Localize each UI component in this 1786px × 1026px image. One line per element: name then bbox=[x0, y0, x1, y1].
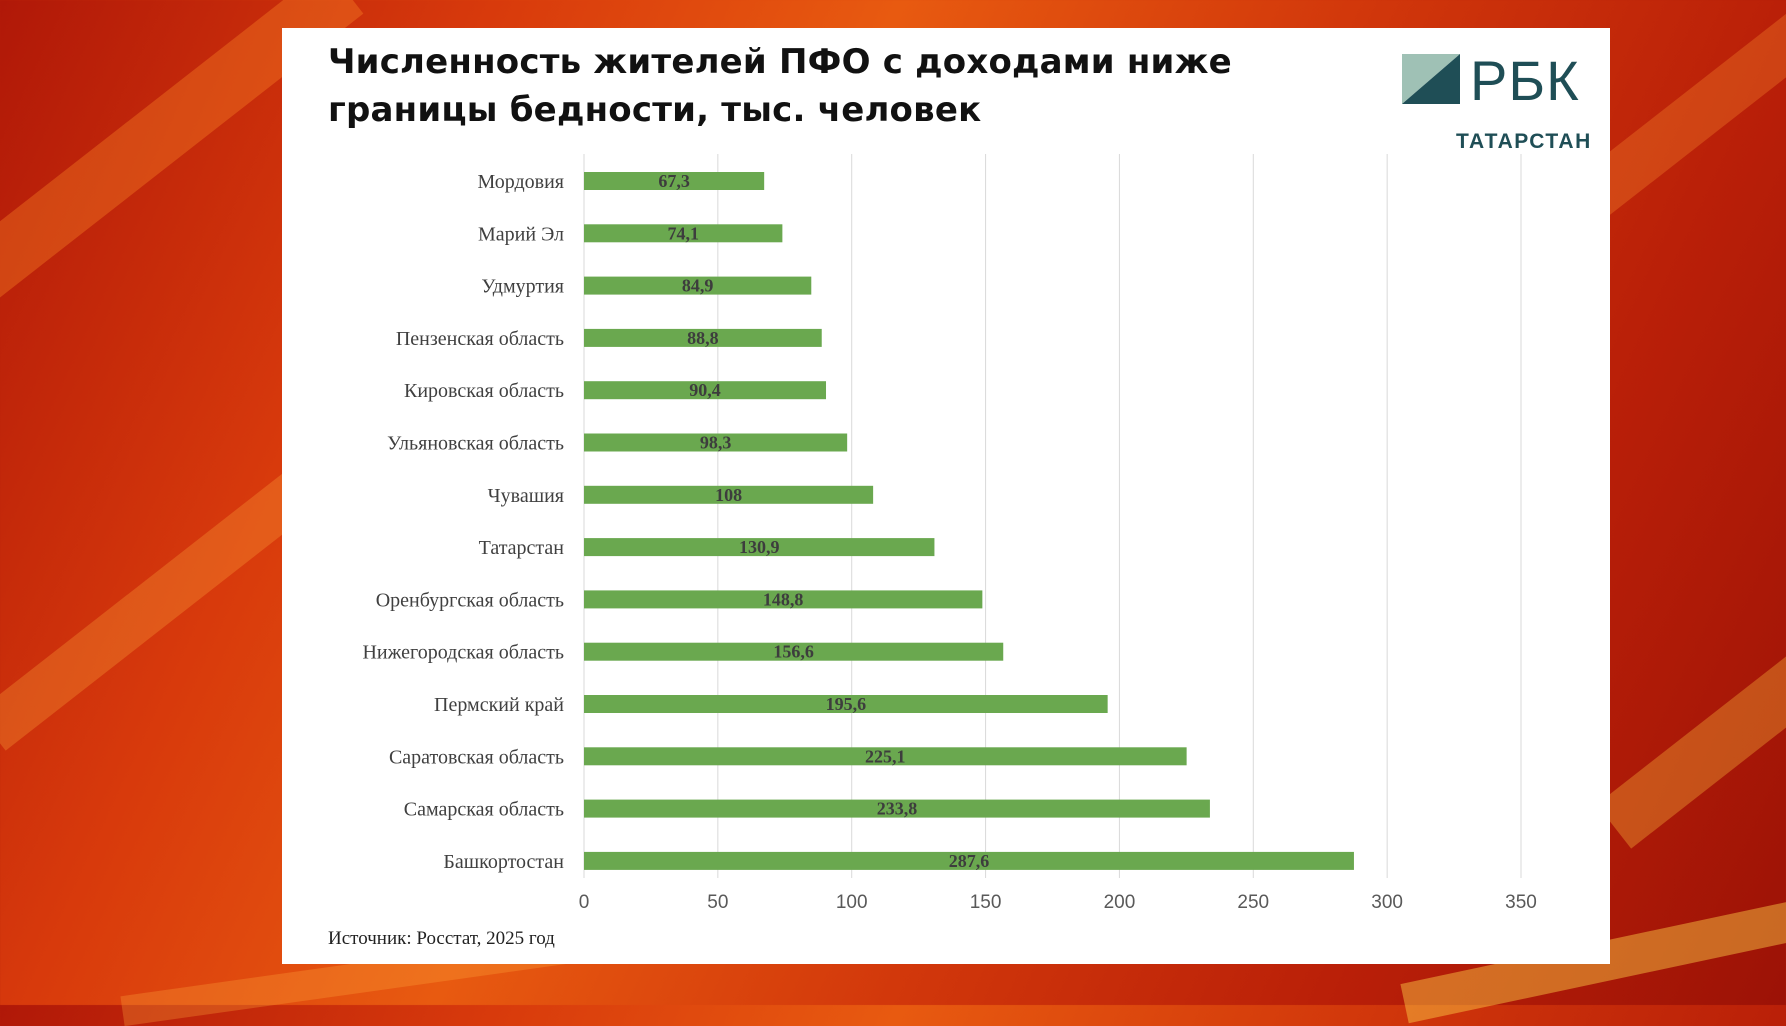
category-label: Самарская область bbox=[404, 799, 564, 821]
bar bbox=[584, 799, 1210, 818]
x-tick-label: 50 bbox=[707, 892, 728, 913]
value-label: 98,3 bbox=[700, 433, 732, 453]
bar bbox=[584, 172, 765, 190]
category-label: Татарстан bbox=[479, 537, 565, 559]
bar bbox=[584, 381, 827, 400]
category-label: Нижегородская область bbox=[362, 642, 564, 664]
category-label: Удмуртия bbox=[481, 276, 564, 298]
brand-name: РБК bbox=[1470, 49, 1580, 112]
brand-region: ТАТАРСТАН bbox=[1456, 130, 1592, 153]
x-tick-label: 0 bbox=[579, 892, 590, 913]
background-stripe bbox=[1596, 607, 1786, 849]
category-label: Пензенская область bbox=[396, 328, 564, 350]
category-label: Башкортостан bbox=[443, 851, 564, 873]
source-note: Источник: Росстат, 2025 год bbox=[328, 928, 555, 949]
chart-title: Численность жителей ПФО с доходами ниже … bbox=[328, 42, 1232, 130]
bar-chart: 0 50 100 150 200 250 300 350 Мордовия 67,3 Марий Э… bbox=[362, 154, 1537, 913]
bar bbox=[584, 276, 812, 295]
value-label: 90,4 bbox=[689, 380, 721, 400]
bar bbox=[584, 642, 1004, 661]
x-tick-label: 150 bbox=[970, 892, 1002, 913]
value-label: 148,8 bbox=[763, 589, 804, 609]
bar bbox=[584, 328, 822, 347]
category-label: Оренбургская область bbox=[376, 589, 564, 611]
category-label: Пермский край bbox=[434, 694, 564, 716]
value-label: 225,1 bbox=[865, 746, 906, 766]
bar bbox=[584, 224, 783, 243]
category-label: Марий Эл bbox=[478, 223, 564, 245]
bar bbox=[584, 851, 1354, 870]
bar bbox=[584, 590, 983, 609]
value-label: 156,6 bbox=[773, 642, 814, 662]
value-label: 74,1 bbox=[667, 223, 699, 243]
bar bbox=[584, 433, 848, 452]
value-label: 88,8 bbox=[687, 328, 719, 348]
value-label: 195,6 bbox=[826, 694, 867, 714]
chart-card: Численность жителей ПФО с доходами ниже … bbox=[282, 28, 1610, 964]
rbc-logo-icon bbox=[1402, 54, 1460, 104]
x-tick-label: 200 bbox=[1104, 892, 1136, 913]
rbc-logo: РБК ТАТАРСТАН bbox=[1402, 49, 1602, 164]
value-label: 233,8 bbox=[877, 799, 918, 819]
x-tick-label: 350 bbox=[1505, 892, 1537, 913]
category-label: Ульяновская область bbox=[387, 433, 564, 455]
value-label: 130,9 bbox=[739, 537, 780, 557]
value-label: 108 bbox=[715, 485, 742, 505]
value-label: 287,6 bbox=[949, 851, 990, 871]
x-tick-label: 300 bbox=[1371, 892, 1403, 913]
bar bbox=[584, 695, 1108, 713]
value-label: 67,3 bbox=[658, 171, 690, 191]
x-tick-label: 100 bbox=[836, 892, 868, 913]
category-label: Саратовская область bbox=[389, 746, 564, 768]
category-label: Кировская область bbox=[404, 380, 564, 402]
bar bbox=[584, 747, 1187, 766]
category-label: Мордовия bbox=[477, 171, 564, 193]
bar bbox=[584, 485, 874, 504]
bar bbox=[584, 538, 935, 557]
category-label: Чувашия bbox=[488, 485, 564, 507]
value-label: 84,9 bbox=[682, 276, 714, 296]
x-tick-label: 250 bbox=[1237, 892, 1269, 913]
